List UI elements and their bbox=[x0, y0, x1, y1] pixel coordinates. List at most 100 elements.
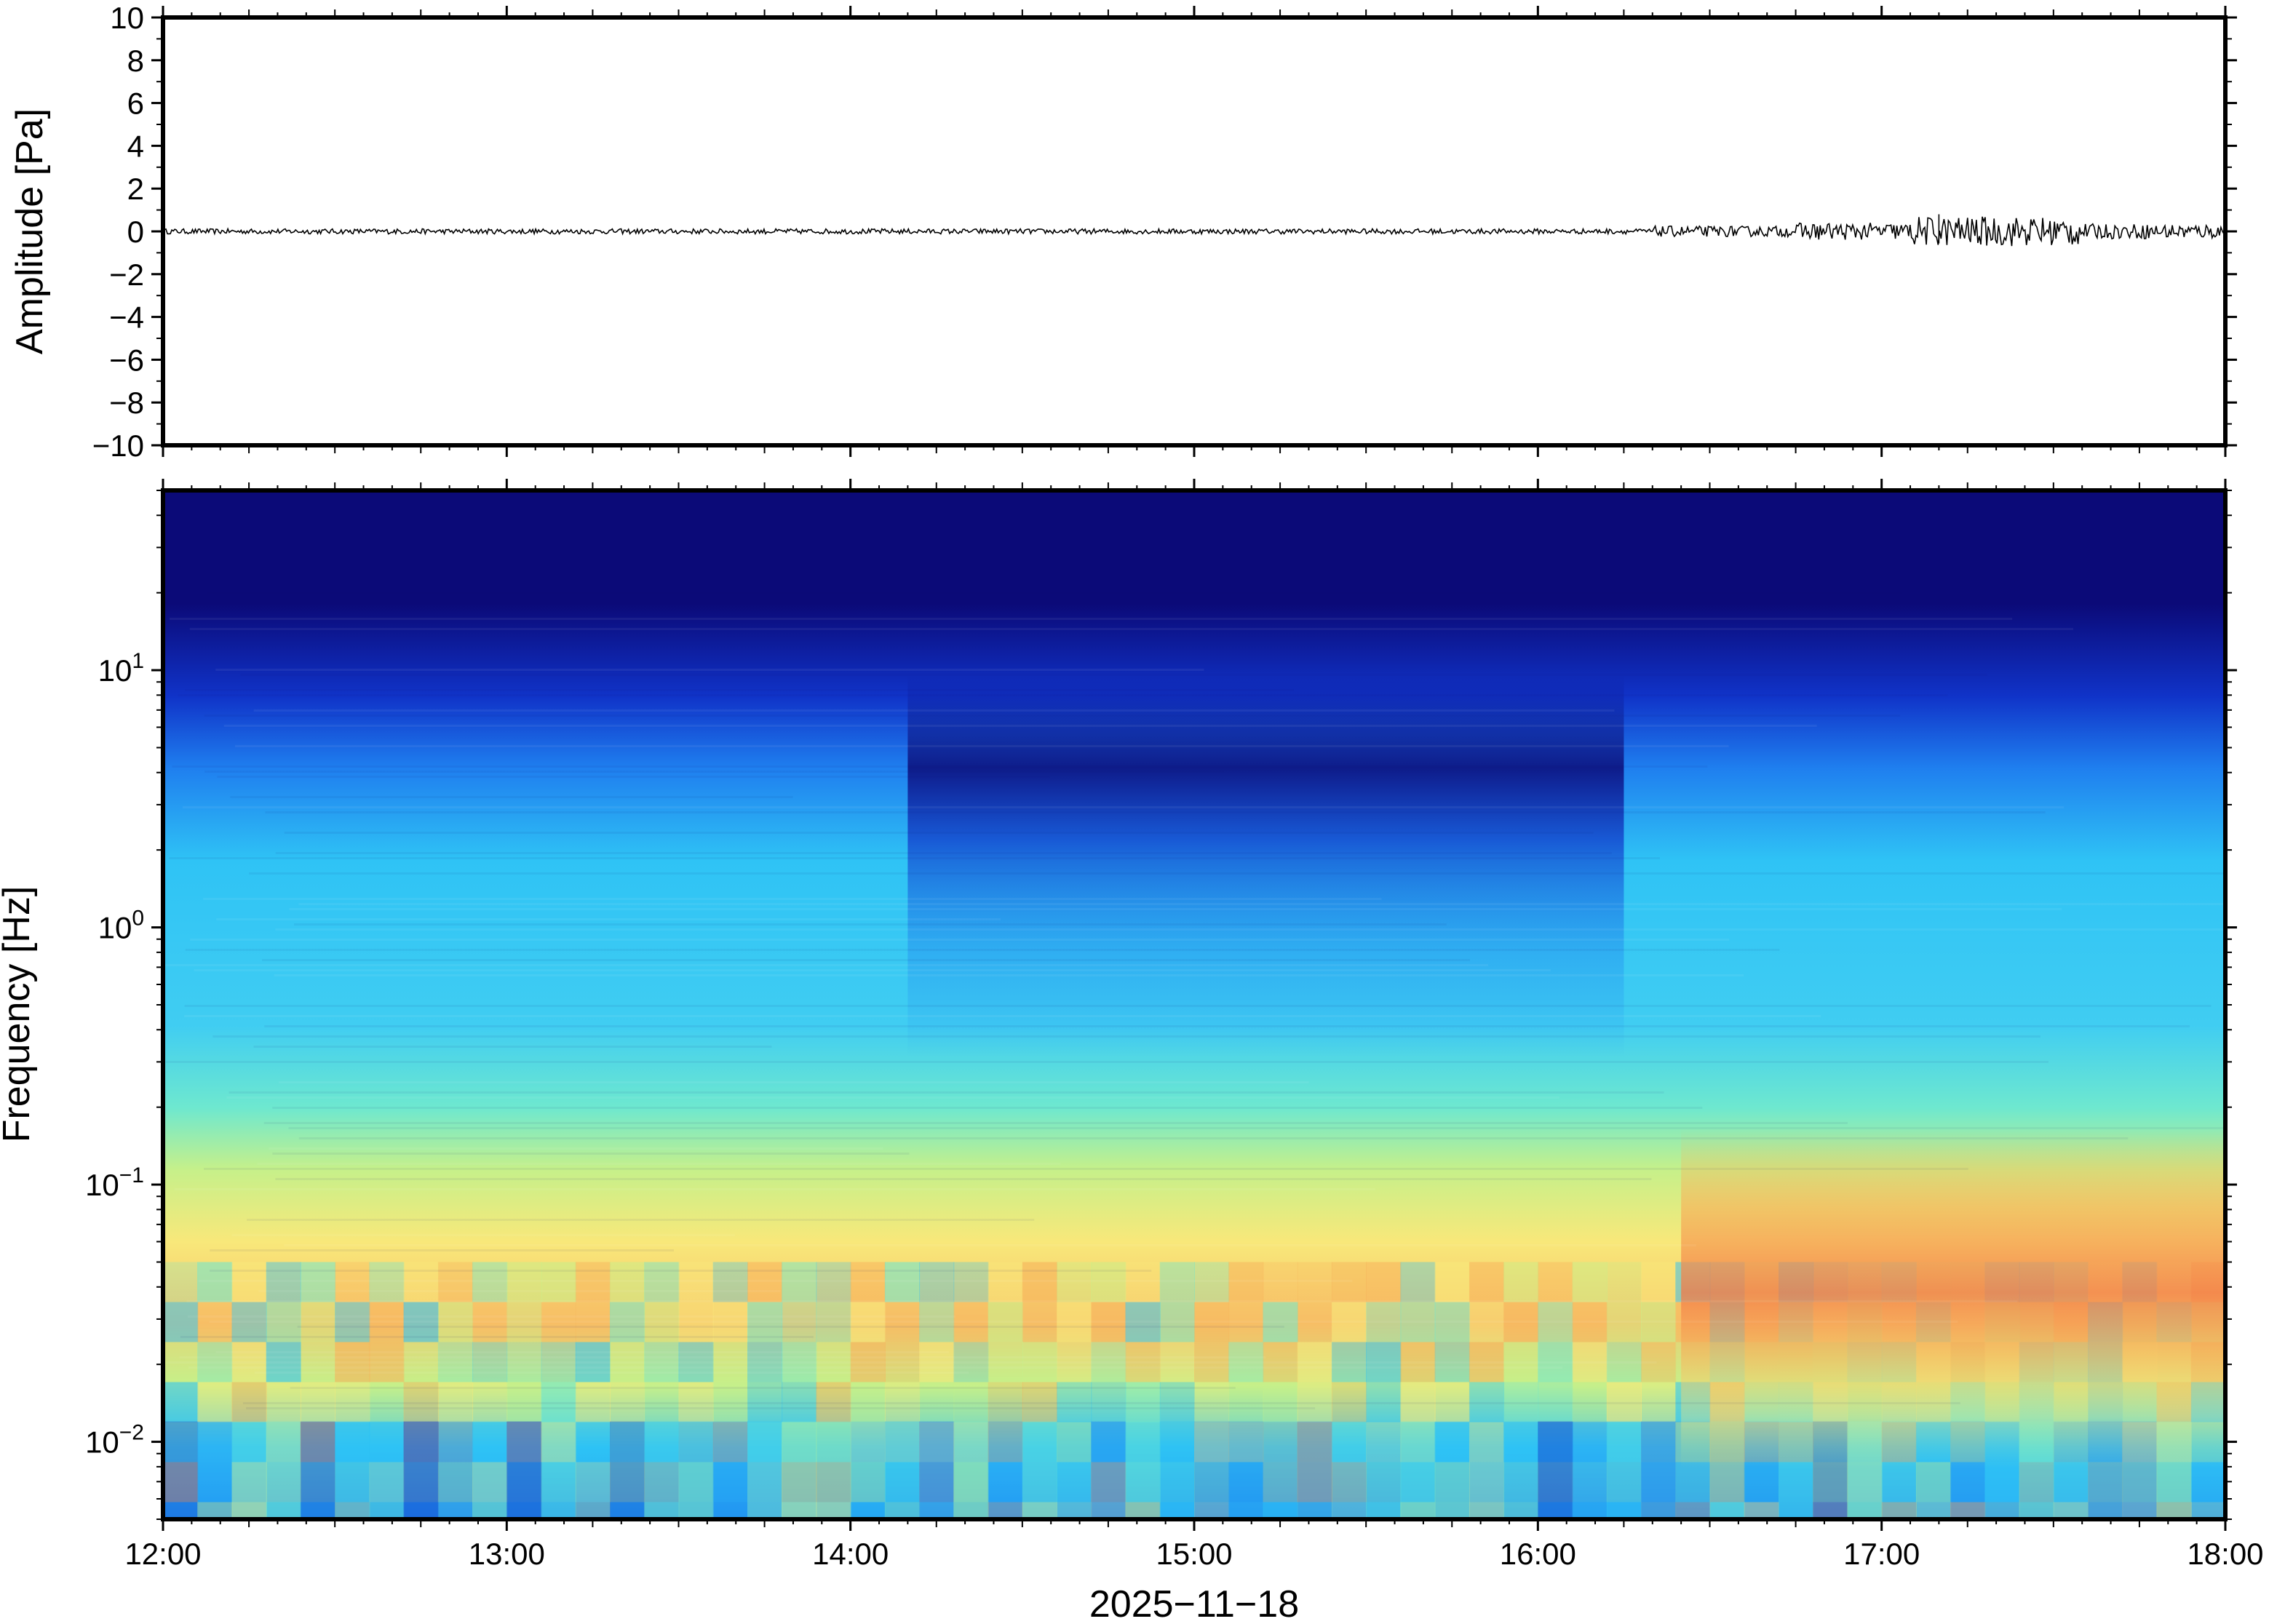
spectrogram-low-cell bbox=[816, 1421, 851, 1519]
spectrogram-low-cell bbox=[644, 1421, 680, 1519]
spectrogram-cell bbox=[163, 1302, 199, 1342]
frequency-axis-title: Frequency [Hz] bbox=[0, 886, 38, 1143]
spectrogram-cell bbox=[850, 1382, 886, 1422]
spectrogram-stripe bbox=[215, 669, 1204, 671]
spectrogram-cell bbox=[472, 1302, 508, 1342]
spectrogram-cell bbox=[2191, 1583, 2226, 1623]
amplitude-tick-label: 0 bbox=[127, 215, 144, 249]
spectrogram-stripe bbox=[172, 765, 1708, 768]
spectrogram-stripe bbox=[254, 1372, 969, 1374]
amplitude-tick-label: −2 bbox=[109, 258, 144, 292]
spectrogram-cell bbox=[335, 1583, 370, 1623]
spectrogram-low-cell bbox=[437, 1421, 474, 1519]
spectrogram-cell bbox=[541, 1422, 576, 1462]
spectrogram-cell bbox=[266, 1302, 301, 1342]
spectrogram-cell bbox=[541, 1543, 576, 1583]
spectrogram-stripe bbox=[298, 903, 2225, 905]
spectrogram-cell bbox=[1641, 1543, 1676, 1583]
spectrogram-cell bbox=[437, 1462, 474, 1502]
spectrogram-cell bbox=[1984, 1583, 2019, 1623]
frequency-tick-label: 10−2 bbox=[85, 1421, 144, 1460]
spectrogram-cell bbox=[300, 1462, 336, 1502]
spectrogram-cell bbox=[266, 1342, 301, 1382]
spectrogram-stripe bbox=[217, 776, 1050, 778]
spectrogram-cell bbox=[610, 1502, 645, 1519]
spectrogram-cell bbox=[712, 1262, 748, 1302]
spectrogram-low-cell bbox=[712, 1421, 748, 1519]
spectrogram-cell bbox=[712, 1502, 748, 1519]
waveform-panel: 10 8 6 4 2 0 −2 −4 −6 −8 −10 Amplitude [Pa] bbox=[9, 1, 2237, 463]
spectrogram-cell bbox=[1641, 1462, 1677, 1502]
spectrogram-cell bbox=[644, 1262, 680, 1302]
spectrogram-image bbox=[163, 490, 2226, 1623]
spectrogram-cell bbox=[335, 1382, 370, 1422]
spectrogram-cell bbox=[1607, 1543, 1642, 1583]
amplitude-tick-label: 4 bbox=[127, 129, 144, 163]
amplitude-tick-label: −6 bbox=[109, 343, 144, 377]
spectrogram-cell bbox=[369, 1502, 405, 1519]
spectrogram-cell bbox=[403, 1462, 439, 1502]
time-axis: 12:00 13:00 14:00 15:00 16:00 17:00 18:00 bbox=[124, 479, 2264, 1571]
spectrogram-cell bbox=[472, 1583, 507, 1623]
spectrogram-cell bbox=[2122, 1543, 2157, 1583]
spectrogram-cell bbox=[575, 1342, 611, 1382]
spectrogram-cell bbox=[1779, 1543, 1813, 1583]
waveform-trace bbox=[162, 214, 2226, 247]
spectrogram-cell bbox=[712, 1462, 748, 1502]
spectrogram-cell bbox=[850, 1462, 886, 1502]
spectrogram-cell bbox=[575, 1462, 611, 1502]
amplitude-tick-label: 8 bbox=[127, 44, 144, 78]
spectrogram-cell bbox=[644, 1422, 680, 1462]
spectrogram-stripe bbox=[174, 1188, 1376, 1190]
spectrogram-cell bbox=[231, 1422, 267, 1462]
spectrogram-cell bbox=[1744, 1543, 1779, 1583]
spectrogram-cell bbox=[816, 1342, 851, 1382]
time-tick-label: 16:00 bbox=[1500, 1537, 1576, 1571]
spectrogram-cell bbox=[404, 1543, 439, 1583]
spectrogram-stripe bbox=[235, 745, 1729, 747]
spectrogram-stripe bbox=[170, 618, 2013, 620]
spectrogram-cell bbox=[782, 1583, 816, 1623]
spectrogram-cell bbox=[2054, 1583, 2089, 1623]
spectrogram-cell bbox=[885, 1583, 920, 1623]
energetic-band-overlay bbox=[1681, 490, 2225, 1519]
spectrogram-cell bbox=[369, 1543, 404, 1583]
amplitude-axis: 10 8 6 4 2 0 −2 −4 −6 −8 −10 bbox=[92, 1, 2237, 463]
spectrogram-cell bbox=[232, 1543, 267, 1583]
spectrogram-stripe bbox=[269, 1147, 883, 1150]
spectrogram-cell bbox=[335, 1502, 370, 1519]
spectrogram-cell bbox=[300, 1342, 336, 1382]
spectrogram-cell bbox=[1847, 1583, 1882, 1623]
spectrogram-cell bbox=[301, 1543, 335, 1583]
spectrogram-cell bbox=[335, 1543, 370, 1583]
spectrogram-cell bbox=[369, 1342, 405, 1382]
spectrogram-cell bbox=[782, 1302, 817, 1342]
spectrogram-cell bbox=[747, 1462, 783, 1502]
spectrogram-cell bbox=[678, 1382, 714, 1422]
spectrogram-cell bbox=[885, 1543, 920, 1583]
spectrogram-cell bbox=[1641, 1583, 1676, 1623]
spectrogram-stripe bbox=[258, 1290, 781, 1292]
spectrogram-stripe bbox=[263, 1122, 1848, 1124]
spectrogram-cell bbox=[1332, 1543, 1367, 1583]
spectrogram-stripe bbox=[246, 1407, 1316, 1409]
spectrogram-stripe bbox=[298, 1137, 2129, 1139]
spectrogram-cell bbox=[301, 1583, 335, 1623]
spectrogram-stripe bbox=[204, 771, 1224, 773]
spectrogram-stripe bbox=[185, 949, 1780, 951]
spectrogram-cell bbox=[747, 1382, 783, 1422]
spectrogram-cell bbox=[2157, 1583, 2192, 1623]
spectrogram-cell bbox=[747, 1342, 783, 1382]
spectrogram-cell bbox=[231, 1502, 267, 1519]
spectrogram-stripe bbox=[165, 1361, 1657, 1364]
spectrogram-cell bbox=[541, 1583, 576, 1623]
spectrogram-cell bbox=[575, 1302, 611, 1342]
spectrogram-stripe bbox=[209, 1270, 1152, 1272]
spectrogram-cell bbox=[266, 1502, 301, 1519]
spectrogram-cell bbox=[369, 1262, 405, 1302]
spectrogram-cell bbox=[369, 1583, 404, 1623]
spectrogram-cell bbox=[197, 1382, 233, 1422]
spectrogram-stripe bbox=[210, 1249, 674, 1251]
spectrogram-cell bbox=[816, 1583, 851, 1623]
spectrogram-stripe bbox=[229, 1091, 1664, 1094]
